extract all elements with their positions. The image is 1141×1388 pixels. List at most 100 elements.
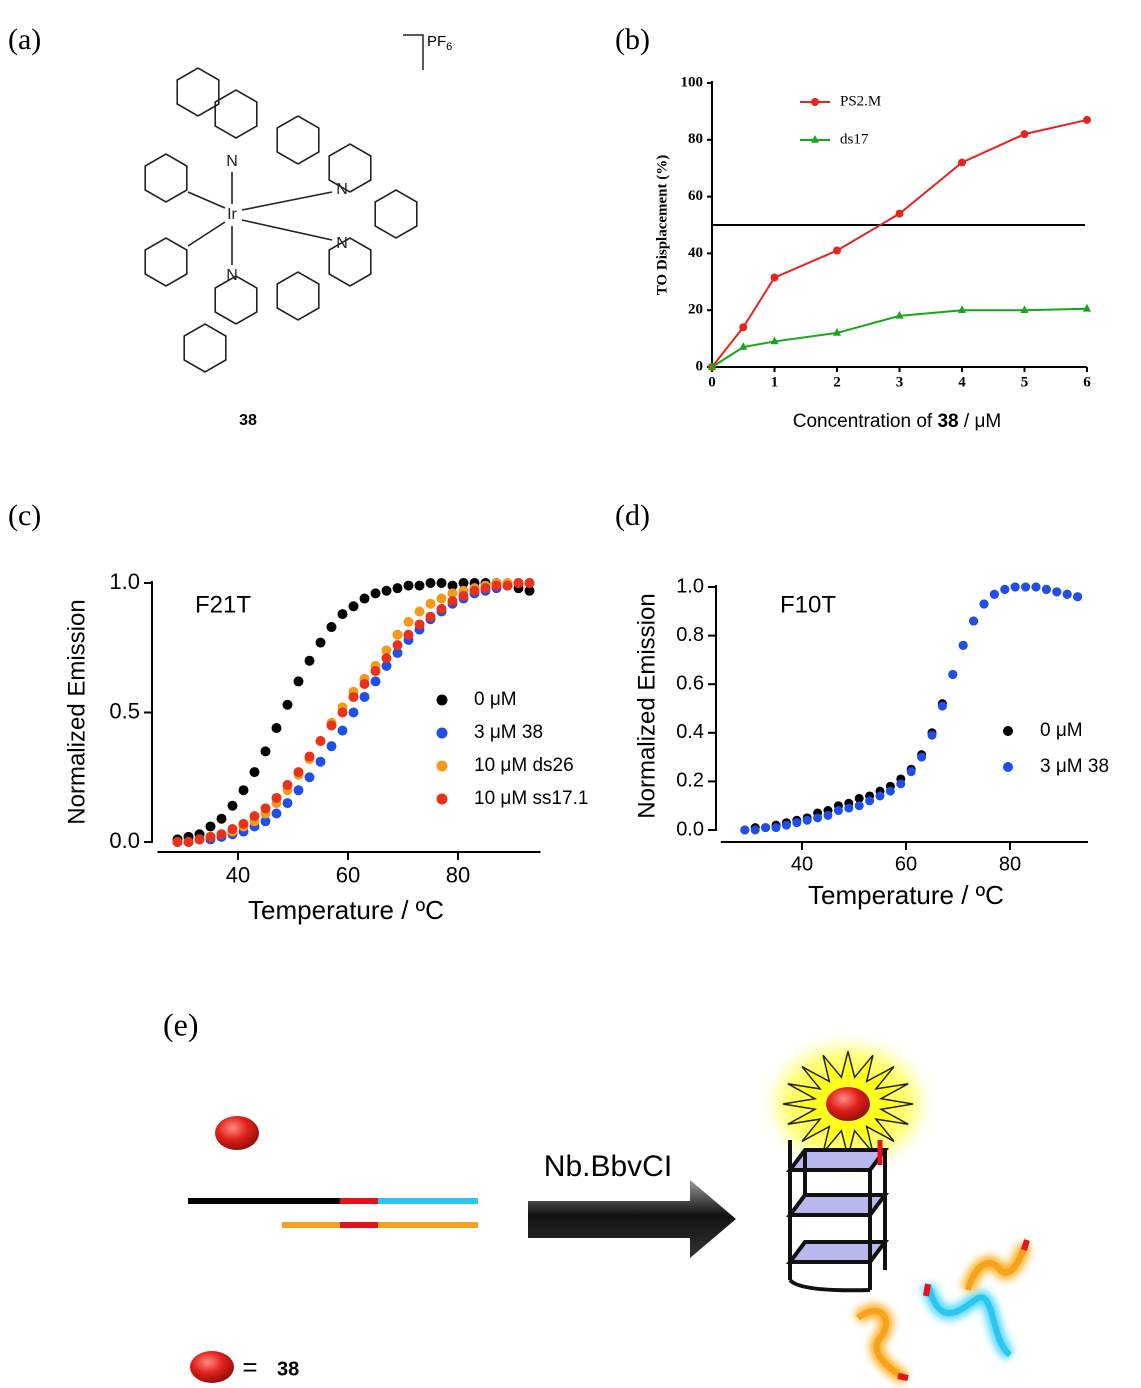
point — [948, 669, 958, 679]
point — [249, 811, 260, 822]
ring — [328, 237, 372, 287]
point — [326, 741, 337, 752]
point — [403, 629, 414, 640]
y-axis-label: TO Displacement (%) — [654, 155, 670, 296]
marker — [1083, 303, 1091, 312]
point — [271, 808, 282, 819]
point — [458, 590, 469, 601]
point — [1073, 592, 1083, 602]
x-tick-label: 60 — [336, 862, 360, 887]
x-axis-label: Temperature / ºC — [248, 895, 444, 925]
ring — [276, 271, 320, 321]
y-tick-label: 0.0 — [676, 818, 704, 840]
counterion-symbol: PF — [427, 33, 446, 50]
x-tick-label: 5 — [1021, 375, 1029, 391]
panel-label: (c) — [8, 499, 41, 532]
bond — [241, 191, 333, 211]
point — [227, 824, 238, 835]
ring — [214, 275, 258, 325]
marker — [833, 246, 841, 255]
legend-marker — [436, 694, 448, 706]
point — [1052, 587, 1062, 597]
point — [172, 837, 183, 847]
point — [1062, 589, 1072, 599]
marker — [895, 310, 904, 319]
point — [854, 801, 864, 811]
ring — [144, 237, 188, 287]
point — [392, 583, 403, 594]
point — [792, 818, 802, 828]
point — [813, 813, 823, 823]
y-axis-label: Normalized Emission — [633, 593, 660, 818]
y-tick-label: 0.5 — [109, 698, 140, 723]
legend-label: ds17 — [840, 131, 869, 147]
point — [293, 676, 304, 687]
x-tick-label: 60 — [895, 853, 917, 875]
point — [381, 585, 392, 596]
point — [205, 821, 216, 832]
atom-label: N — [226, 153, 238, 170]
compound-ball — [215, 1116, 259, 1150]
ring — [183, 323, 227, 373]
x-tick-label: 80 — [446, 862, 470, 887]
annotation: F10T — [780, 591, 836, 618]
point — [282, 798, 293, 809]
x-tick-label: 6 — [1083, 375, 1091, 391]
point — [979, 599, 989, 609]
point — [491, 580, 502, 591]
legend-marker — [436, 727, 448, 739]
point — [524, 585, 535, 596]
marker — [958, 158, 966, 167]
y-tick-label: 1.0 — [109, 569, 140, 594]
x-axis-label: Concentration of 38 / μM — [793, 411, 1001, 432]
point — [304, 655, 315, 666]
x-tick-label: 3 — [896, 375, 904, 391]
point — [425, 598, 436, 609]
panel-label: (b) — [615, 23, 650, 56]
point — [1000, 584, 1010, 594]
point — [937, 701, 947, 711]
marker — [958, 305, 966, 313]
legend-label: 0 μM — [1040, 720, 1083, 741]
point — [326, 622, 337, 633]
ring — [214, 89, 258, 139]
point — [227, 800, 238, 811]
legend-marker — [811, 135, 819, 143]
metal-label: Ir — [227, 206, 237, 223]
marker — [895, 209, 904, 218]
point — [480, 583, 491, 594]
point — [183, 837, 194, 847]
marker — [739, 342, 748, 350]
point — [293, 767, 304, 778]
point — [216, 813, 227, 824]
point — [750, 825, 760, 835]
annotation: F21T — [195, 591, 251, 618]
point — [927, 730, 937, 740]
bond — [241, 219, 333, 241]
point — [260, 746, 271, 757]
point — [761, 823, 771, 833]
point — [436, 603, 447, 614]
y-tick-label: 0.4 — [676, 721, 704, 743]
point — [425, 611, 436, 622]
point — [392, 647, 403, 658]
y-tick-label: 0 — [696, 358, 704, 374]
cleaved-strands — [853, 1239, 1032, 1385]
point — [781, 820, 791, 830]
point — [370, 588, 381, 599]
series-line — [711, 307, 1088, 368]
point — [447, 580, 458, 591]
y-tick-label: 100 — [681, 74, 704, 90]
point — [740, 825, 750, 835]
legend-marker — [1003, 726, 1013, 736]
point — [414, 606, 425, 617]
atom-label: N — [336, 181, 348, 198]
y-axis-label: Normalized Emission — [63, 599, 90, 824]
point — [436, 593, 447, 604]
point — [337, 707, 348, 718]
point — [381, 645, 392, 656]
compound-ball — [190, 1351, 234, 1383]
series-line — [711, 118, 1088, 368]
legend-label: 0 μM — [474, 689, 517, 710]
point — [205, 831, 216, 842]
